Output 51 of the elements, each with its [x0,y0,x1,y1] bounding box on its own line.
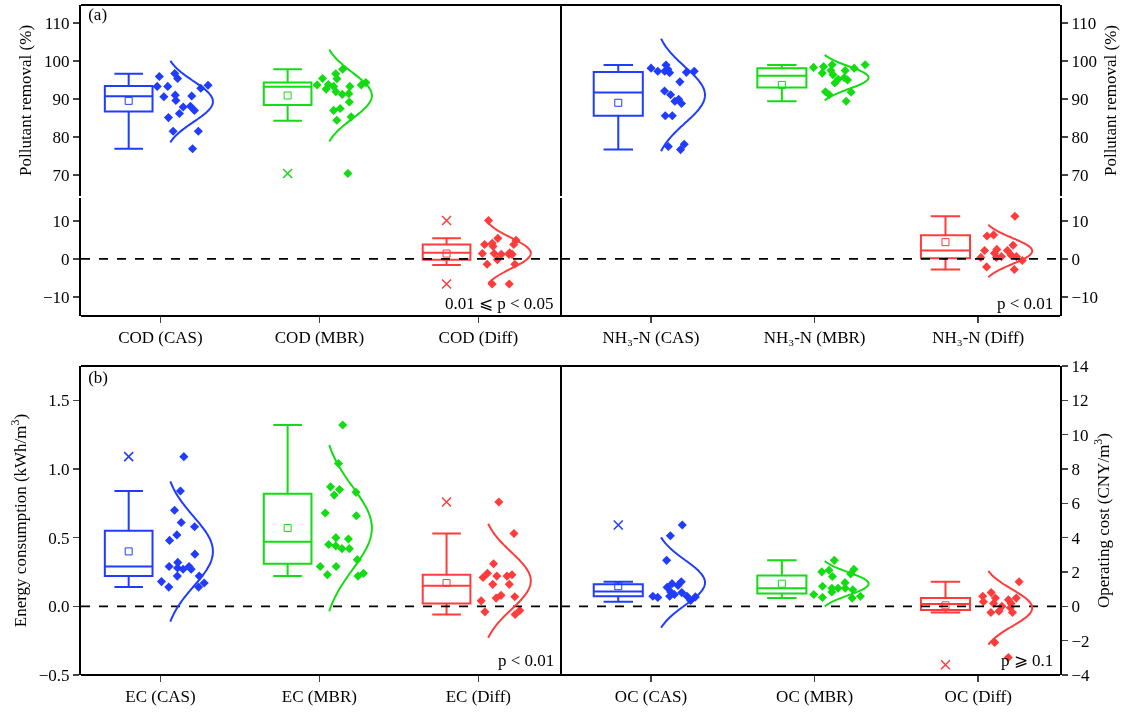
x-tick-label: EC (MBR) [281,687,357,707]
y-axis-title: Pollutant removal (%) [16,24,36,177]
y2-tick-label: 100 [1071,51,1097,71]
annotation: p ⩾ 0.1 [1001,651,1054,670]
y2-tick-label: 14 [1071,356,1089,376]
x-tick-label: COD (CAS) [118,328,203,348]
x-tick-label: NH₃-N (CAS) [602,328,700,348]
y-tick-label: 70 [52,166,70,186]
y2-tick-label: 10 [1071,211,1089,231]
y2-tick-label: 70 [1071,166,1089,186]
y-tick-label: 0.5 [48,528,70,548]
x-tick-label: COD (MBR) [274,328,365,348]
x-tick-label: OC (CAS) [614,687,688,707]
y2-tick-label: 8 [1071,459,1080,479]
y-tick-label: 1.5 [48,391,70,411]
y-tick-label: 0.0 [48,597,70,617]
y2-tick-label: −10 [1071,287,1098,307]
y2-tick-label: 10 [1071,425,1089,445]
x-tick-label: OC (MBR) [776,687,854,707]
y-tick-label: 1.0 [48,459,70,479]
y2-tick-label: 90 [1071,89,1089,109]
y2-tick-label: 80 [1071,127,1089,147]
y2-tick-label: −2 [1071,631,1090,651]
y2-tick-label: 2 [1071,562,1080,582]
annotation: p < 0.01 [498,651,555,670]
y-tick-label: 0 [61,249,70,269]
annotation: p < 0.01 [997,294,1054,313]
x-tick-label: EC (CAS) [125,687,196,707]
x-tick-label: NH₃-N (Diff) [932,328,1025,348]
annotation: 0.01 ⩽ p < 0.05 [445,294,554,313]
y2-tick-label: 0 [1071,597,1080,617]
y2-tick-label: 4 [1071,528,1081,548]
x-tick-label: NH₃-N (MBR) [763,328,866,348]
y2-tick-label: 0 [1071,249,1080,269]
y2-tick-label: 6 [1071,494,1080,514]
y-tick-label: −10 [43,287,70,307]
chart-title: (a) [88,4,108,24]
y2-axis-title: Pollutant removal (%) [1100,24,1120,177]
chart-title: (b) [88,367,109,387]
x-tick-label: COD (Diff) [438,328,519,348]
y-tick-label: 10 [52,211,70,231]
y-tick-label: 100 [44,51,70,71]
y2-tick-label: 12 [1071,391,1089,411]
y2-tick-label: 110 [1071,13,1097,33]
x-tick-label: OC (Diff) [944,687,1012,707]
y-tick-label: 90 [52,89,70,109]
y-tick-label: 80 [52,127,70,147]
x-tick-label: EC (Diff) [445,687,512,707]
y-tick-label: 110 [44,13,70,33]
y2-tick-label: −4 [1071,665,1090,685]
y-tick-label: −0.5 [38,665,70,685]
